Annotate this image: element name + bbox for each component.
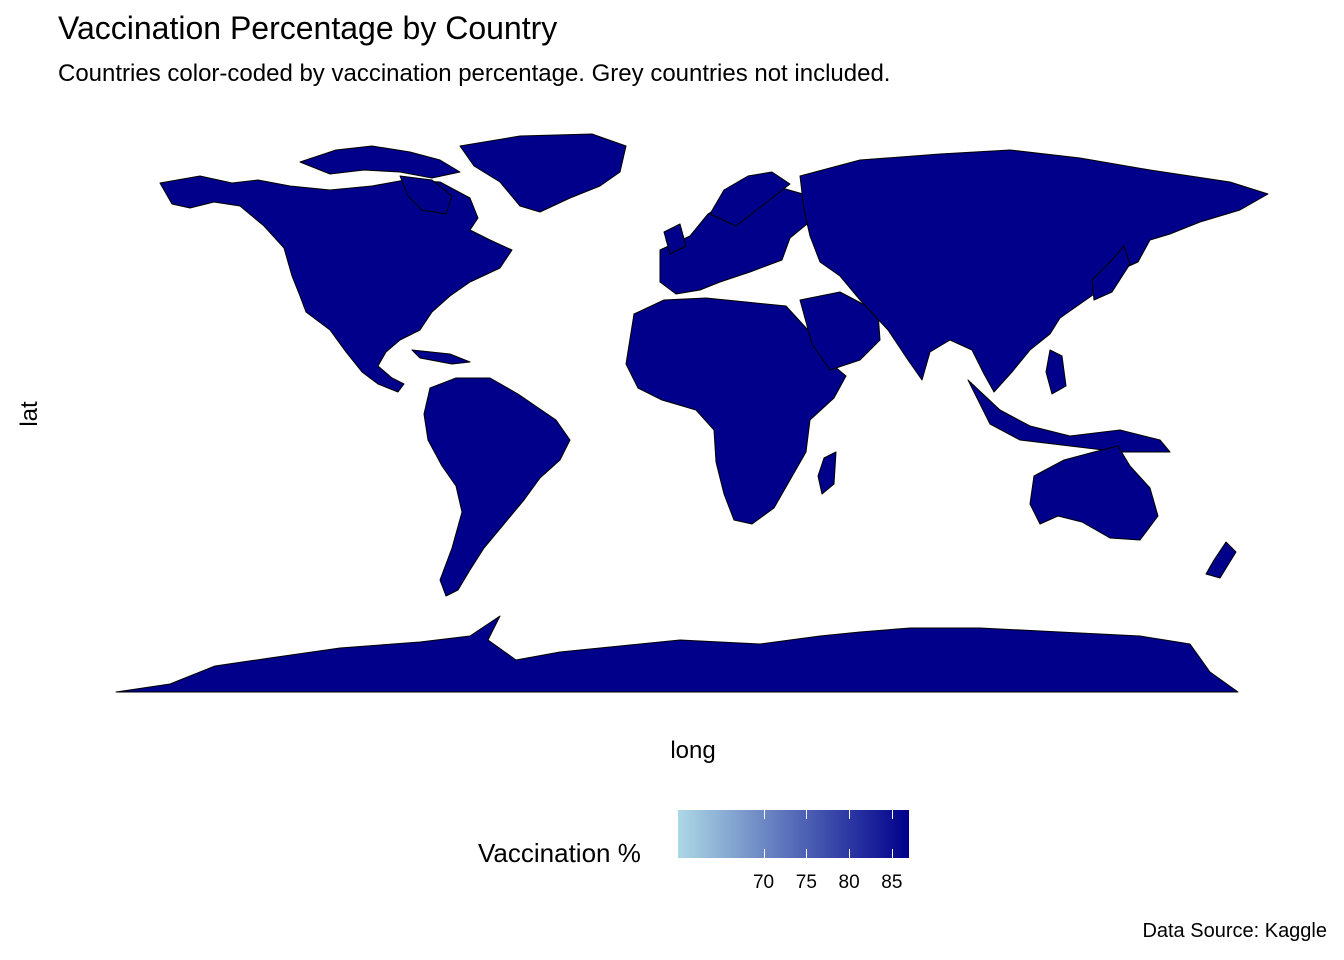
legend-tick-label: 80	[838, 872, 860, 893]
chart-title: Vaccination Percentage by Country	[58, 10, 558, 46]
legend-color-bar	[678, 810, 909, 858]
x-axis-label: long	[670, 737, 716, 764]
legend-tick-mark	[763, 810, 765, 819]
legend-tick-mark	[806, 849, 808, 858]
philippines	[1045, 349, 1067, 395]
legend-tick-mark	[806, 810, 808, 819]
legend-title: Vaccination %	[478, 838, 641, 868]
legend-tick-label: 70	[752, 872, 775, 893]
south-america-landmass	[423, 377, 571, 597]
madagascar	[817, 451, 837, 495]
arabian-peninsula	[799, 291, 881, 371]
arctic-islands	[299, 145, 461, 179]
chart-caption: Data Source: Kaggle	[1142, 920, 1327, 942]
legend-tick-mark	[849, 810, 851, 819]
africa-landmass	[625, 297, 847, 525]
australia-landmass	[1029, 445, 1159, 541]
asia-landmass	[799, 149, 1269, 393]
north-america-landmass	[159, 175, 513, 393]
greenland-landmass	[459, 133, 627, 213]
antarctica-landmass	[115, 615, 1239, 693]
british-isles	[663, 223, 687, 255]
legend-tick-mark	[891, 849, 893, 858]
legend-tick-label: 75	[795, 872, 817, 893]
scandinavia	[709, 171, 791, 227]
japan	[1091, 245, 1131, 301]
legend-tick-label: 85	[881, 872, 903, 893]
chart-subtitle: Countries color-coded by vaccination per…	[58, 60, 891, 87]
new-zealand	[1205, 541, 1237, 579]
caribbean-islands	[411, 349, 471, 365]
legend-tick-mark	[849, 849, 851, 858]
legend-tick-mark	[891, 810, 893, 819]
baffin-island	[399, 175, 453, 215]
legend-tick-mark	[763, 849, 765, 858]
indonesia-islands	[967, 379, 1171, 453]
